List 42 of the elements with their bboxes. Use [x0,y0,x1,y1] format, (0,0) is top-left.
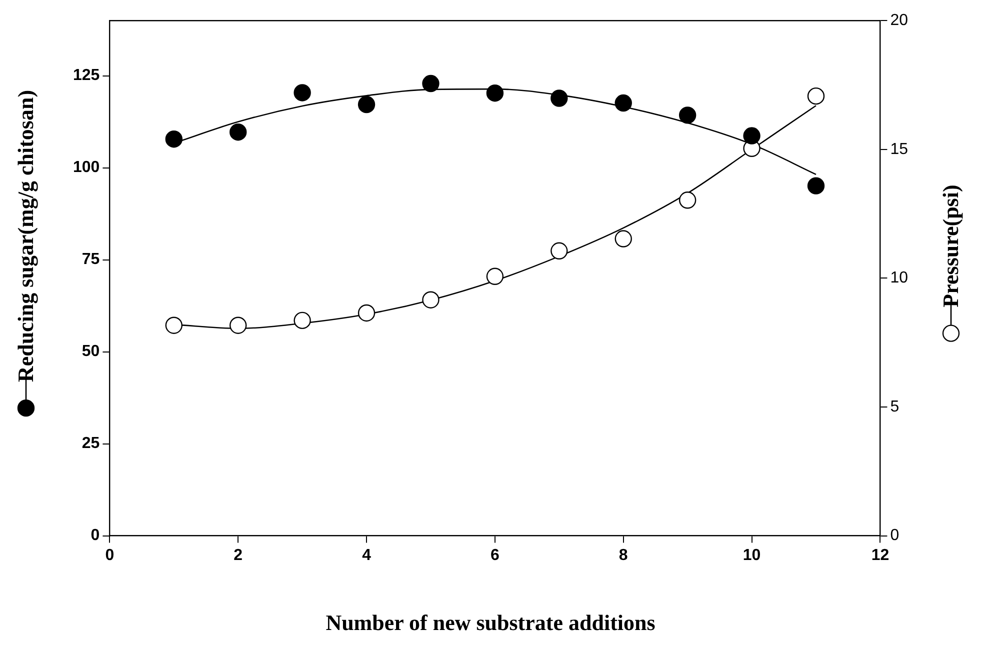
x-tick-label: 2 [234,546,243,564]
y2-tick-label: 10 [890,270,908,287]
y2-tick-label: 0 [890,527,900,544]
y-tick-label: 125 [72,67,100,84]
y-axis-title: Reducing sugar(mg/g chitosan) [13,90,39,382]
x-tick-label: 4 [362,546,372,564]
y-tick-label: 25 [82,435,100,452]
point [294,312,311,330]
point [550,242,568,260]
y-tick-label: 0 [90,527,100,544]
point [678,106,696,124]
y2-tick-label: 5 [890,398,900,416]
point [550,90,568,107]
x-tick-label: 8 [618,546,628,564]
point [807,87,825,105]
point [294,84,311,102]
y-tick-label: 50 [82,343,100,360]
point [358,304,376,322]
point [165,130,183,148]
point [422,74,440,92]
y-tick-label: 100 [72,159,100,176]
point [422,291,440,308]
point [807,177,825,194]
y-tick-label: 75 [82,251,100,268]
point [230,124,247,141]
point [614,230,632,248]
x-axis-title: Number of new substrate additions [324,610,656,636]
x-tick-label: 0 [105,546,114,564]
x-tick-label: 10 [742,546,761,564]
point [486,84,504,102]
point [358,96,376,114]
point [165,316,183,334]
x-tick-label: 6 [490,546,500,564]
point [230,316,247,334]
point [486,268,504,285]
point [743,127,760,144]
y2-tick-label: 20 [890,12,908,30]
point [678,192,696,209]
point [614,94,632,112]
y2-axis-title: Pressure(psi) [938,184,964,308]
x-tick-label: 12 [871,546,890,564]
y2-tick-label: 15 [890,140,908,158]
